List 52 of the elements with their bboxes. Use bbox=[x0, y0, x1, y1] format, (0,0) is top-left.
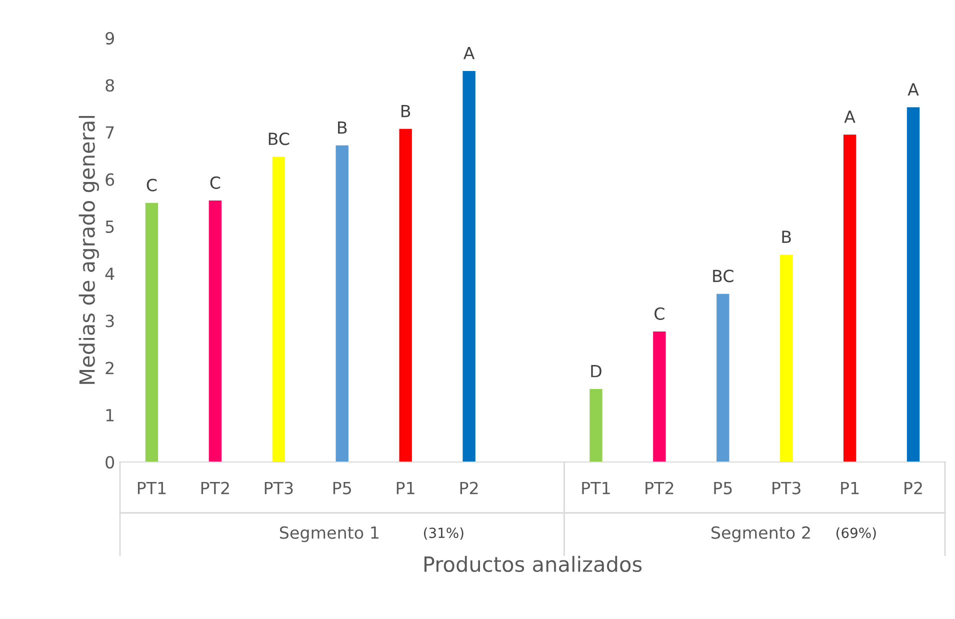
bar bbox=[716, 294, 730, 462]
text: (69%) bbox=[836, 527, 876, 540]
y-tick-label: 6 bbox=[106, 173, 114, 186]
y-axis-title: Medias de agrado general bbox=[78, 116, 99, 384]
y-tick-label: 7 bbox=[106, 126, 114, 139]
data-label: C bbox=[146, 178, 157, 192]
data-label: A bbox=[908, 83, 919, 96]
x-tick-label: P5 bbox=[333, 482, 351, 494]
bar bbox=[780, 254, 793, 462]
data-label: BC bbox=[268, 132, 290, 146]
bar bbox=[208, 200, 222, 462]
bar bbox=[590, 388, 602, 462]
bar bbox=[906, 107, 920, 462]
data-label: BC bbox=[713, 270, 734, 282]
data-label: A bbox=[463, 47, 475, 60]
bar bbox=[145, 202, 158, 462]
x-tick-label: P1 bbox=[841, 482, 859, 494]
data-label: D bbox=[591, 365, 602, 378]
x-tick-label: PT3 bbox=[772, 482, 800, 494]
text: Segmento 1 bbox=[280, 526, 378, 542]
x-tick-label: PT1 bbox=[138, 482, 166, 494]
y-tick-label: 3 bbox=[106, 314, 114, 328]
x-tick-label: PT1 bbox=[582, 482, 610, 494]
x-tick-label: PT2 bbox=[201, 482, 229, 494]
x-tick-label: PT3 bbox=[264, 482, 293, 494]
data-label: B bbox=[338, 121, 347, 134]
x-tick-label: P2 bbox=[904, 482, 922, 494]
y-tick-label: 4 bbox=[105, 268, 114, 280]
bar bbox=[843, 134, 856, 462]
data-label: C bbox=[210, 176, 220, 189]
bar bbox=[336, 145, 348, 462]
x-tick-label: P5 bbox=[714, 482, 732, 494]
x-axis-title: Productos analizados bbox=[424, 556, 642, 572]
y-tick-label: 0 bbox=[106, 456, 114, 469]
bar bbox=[272, 156, 285, 462]
text: Segmento 2 bbox=[712, 526, 810, 542]
y-tick-label: 2 bbox=[106, 362, 114, 374]
data-label: B bbox=[782, 230, 791, 243]
x-tick-label: P1 bbox=[396, 482, 414, 494]
data-label: C bbox=[654, 307, 664, 320]
bar bbox=[399, 128, 412, 462]
bar bbox=[653, 332, 666, 462]
data-label: A bbox=[844, 110, 856, 123]
y-tick-label: 9 bbox=[106, 32, 114, 45]
x-tick-label: PT2 bbox=[646, 482, 674, 494]
bar bbox=[462, 70, 476, 462]
y-tick-label: 8 bbox=[106, 79, 114, 92]
y-tick-label: 1 bbox=[106, 409, 114, 422]
text: (31%) bbox=[424, 527, 464, 540]
y-tick-label: 5 bbox=[106, 220, 114, 234]
x-tick-label: P2 bbox=[460, 482, 478, 494]
data-label: B bbox=[401, 104, 410, 118]
